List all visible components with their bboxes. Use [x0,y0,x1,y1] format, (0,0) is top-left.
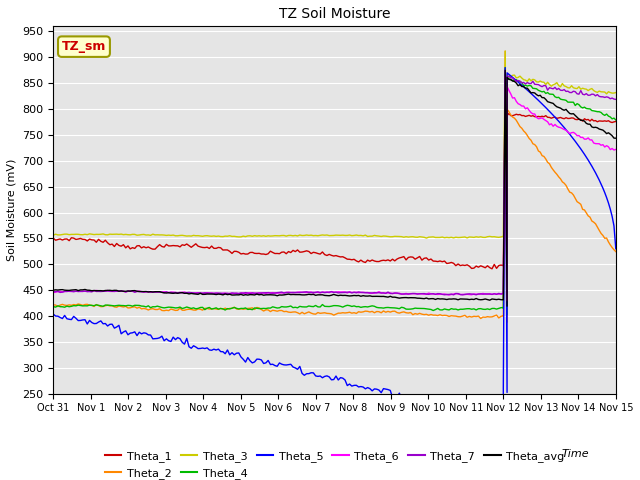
Theta_3 [205,233,213,239]
Theta_avg [49,288,57,293]
Theta_5 [49,312,57,317]
Theta_4 [344,302,351,308]
Theta_3 [49,232,57,238]
Theta_avg [501,67,509,73]
Theta_2 [488,314,496,320]
Theta_4 [503,312,511,318]
Theta_6 [536,116,544,121]
Theta_2 [501,48,509,54]
Theta_7 [572,89,579,95]
Theta_4 [49,304,57,310]
Theta_6 [443,292,451,298]
Theta_7 [612,96,620,102]
Theta_4 [612,117,620,123]
Theta_6 [49,289,57,295]
Theta_3 [488,234,496,240]
Theta_1 [536,114,544,120]
Theta_6 [501,74,509,80]
Line: Theta_5: Theta_5 [53,68,616,419]
Theta_3 [536,78,544,84]
Line: Theta_7: Theta_7 [53,70,616,300]
Theta_6 [572,131,579,136]
Legend: Theta_1, Theta_2, Theta_3, Theta_4, Theta_5, Theta_6, Theta_7, Theta_avg: Theta_1, Theta_2, Theta_3, Theta_4, Thet… [100,447,569,480]
Theta_1 [612,119,620,124]
Theta_2 [503,319,511,325]
Theta_4 [443,307,451,312]
Theta_6 [503,298,511,303]
Theta_5 [612,246,620,252]
Theta_6 [488,291,496,297]
Line: Theta_4: Theta_4 [53,68,616,315]
Theta_5 [536,99,544,105]
Theta_3 [344,232,351,238]
Theta_2 [49,302,57,308]
Theta_4 [536,88,544,94]
Theta_1 [572,117,579,122]
Theta_6 [205,290,213,296]
Theta_7 [344,289,351,295]
Theta_avg [443,297,451,302]
Theta_3 [503,242,511,248]
Theta_avg [205,291,213,297]
Theta_3 [612,90,620,96]
Theta_2 [612,249,620,254]
Line: Theta_3: Theta_3 [53,51,616,245]
Theta_1 [488,266,496,272]
Theta_2 [205,306,213,312]
Theta_avg [503,303,511,309]
Theta_4 [488,306,496,312]
Theta_avg [536,93,544,98]
Theta_5 [344,383,351,388]
Theta_4 [205,305,213,311]
Theta_7 [49,289,57,295]
Theta_5 [572,138,579,144]
Line: Theta_avg: Theta_avg [53,70,616,306]
Theta_1 [443,261,451,266]
Theta_7 [501,67,509,73]
Theta_1 [501,106,509,112]
Theta_6 [612,146,620,152]
Y-axis label: Soil Moisture (mV): Soil Moisture (mV) [7,159,17,261]
Theta_5 [443,406,451,411]
Theta_2 [344,310,351,315]
Line: Theta_6: Theta_6 [53,77,616,300]
Theta_avg [572,113,579,119]
Theta_3 [501,48,509,54]
Theta_1 [49,235,57,241]
Theta_6 [344,290,351,296]
Theta_7 [488,291,496,297]
Theta_2 [572,195,579,201]
Theta_2 [536,149,544,155]
Theta_5 [501,65,509,71]
Theta_7 [205,290,213,296]
Line: Theta_2: Theta_2 [53,51,616,322]
Text: TZ_sm: TZ_sm [62,40,106,53]
Theta_avg [612,135,620,141]
Title: TZ Soil Moisture: TZ Soil Moisture [279,7,390,21]
Theta_2 [443,312,451,318]
Theta_1 [503,271,511,276]
Theta_7 [536,83,544,89]
Text: Time: Time [561,449,589,459]
Theta_avg [344,293,351,299]
Theta_4 [572,103,579,108]
Theta_5 [497,416,505,422]
Theta_3 [572,85,579,91]
Line: Theta_1: Theta_1 [53,109,616,274]
Theta_7 [503,298,511,303]
Theta_1 [205,246,213,252]
Theta_3 [443,235,451,240]
Theta_5 [205,347,213,353]
Theta_1 [344,256,351,262]
Theta_avg [488,296,496,302]
Theta_7 [443,291,451,297]
Theta_4 [501,65,509,71]
Theta_5 [488,413,496,419]
